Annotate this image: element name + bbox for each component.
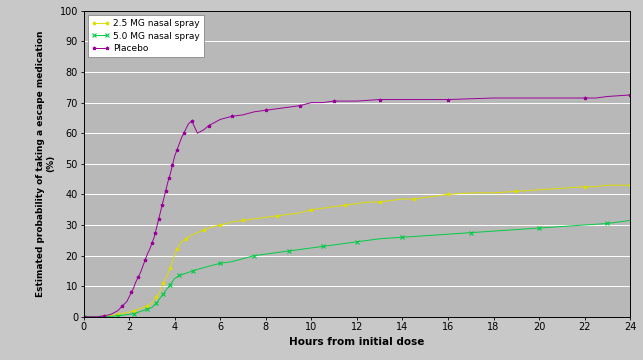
2.5 MG nasal spray	[285, 212, 293, 216]
2.5 MG nasal spray	[177, 240, 185, 244]
2.5 MG nasal spray	[228, 220, 235, 224]
Placebo	[421, 98, 429, 102]
2.5 MG nasal spray	[125, 310, 133, 314]
2.5 MG nasal spray	[80, 315, 87, 319]
X-axis label: Hours from initial dose: Hours from initial dose	[289, 337, 424, 347]
5.0 MG nasal spray	[353, 240, 361, 244]
Y-axis label: Estimated probability of taking a escape medication
(%): Estimated probability of taking a escape…	[36, 31, 55, 297]
Line: 5.0 MG nasal spray: 5.0 MG nasal spray	[82, 219, 632, 319]
5.0 MG nasal spray	[164, 285, 172, 290]
Placebo	[80, 315, 87, 319]
5.0 MG nasal spray	[626, 218, 634, 222]
5.0 MG nasal spray	[228, 260, 235, 264]
Placebo	[331, 99, 338, 103]
Placebo	[168, 163, 176, 167]
5.0 MG nasal spray	[285, 249, 293, 253]
2.5 MG nasal spray	[604, 183, 611, 187]
5.0 MG nasal spray	[87, 315, 95, 319]
Placebo	[626, 93, 634, 97]
Line: 2.5 MG nasal spray: 2.5 MG nasal spray	[82, 184, 632, 319]
Legend: 2.5 MG nasal spray, 5.0 MG nasal spray, Placebo: 2.5 MG nasal spray, 5.0 MG nasal spray, …	[88, 15, 204, 57]
5.0 MG nasal spray	[80, 315, 87, 319]
5.0 MG nasal spray	[262, 252, 269, 256]
Placebo	[143, 252, 151, 256]
2.5 MG nasal spray	[296, 211, 303, 215]
Line: Placebo: Placebo	[82, 93, 632, 319]
2.5 MG nasal spray	[626, 183, 634, 187]
Placebo	[155, 217, 163, 221]
Placebo	[353, 99, 361, 103]
2.5 MG nasal spray	[205, 226, 213, 230]
